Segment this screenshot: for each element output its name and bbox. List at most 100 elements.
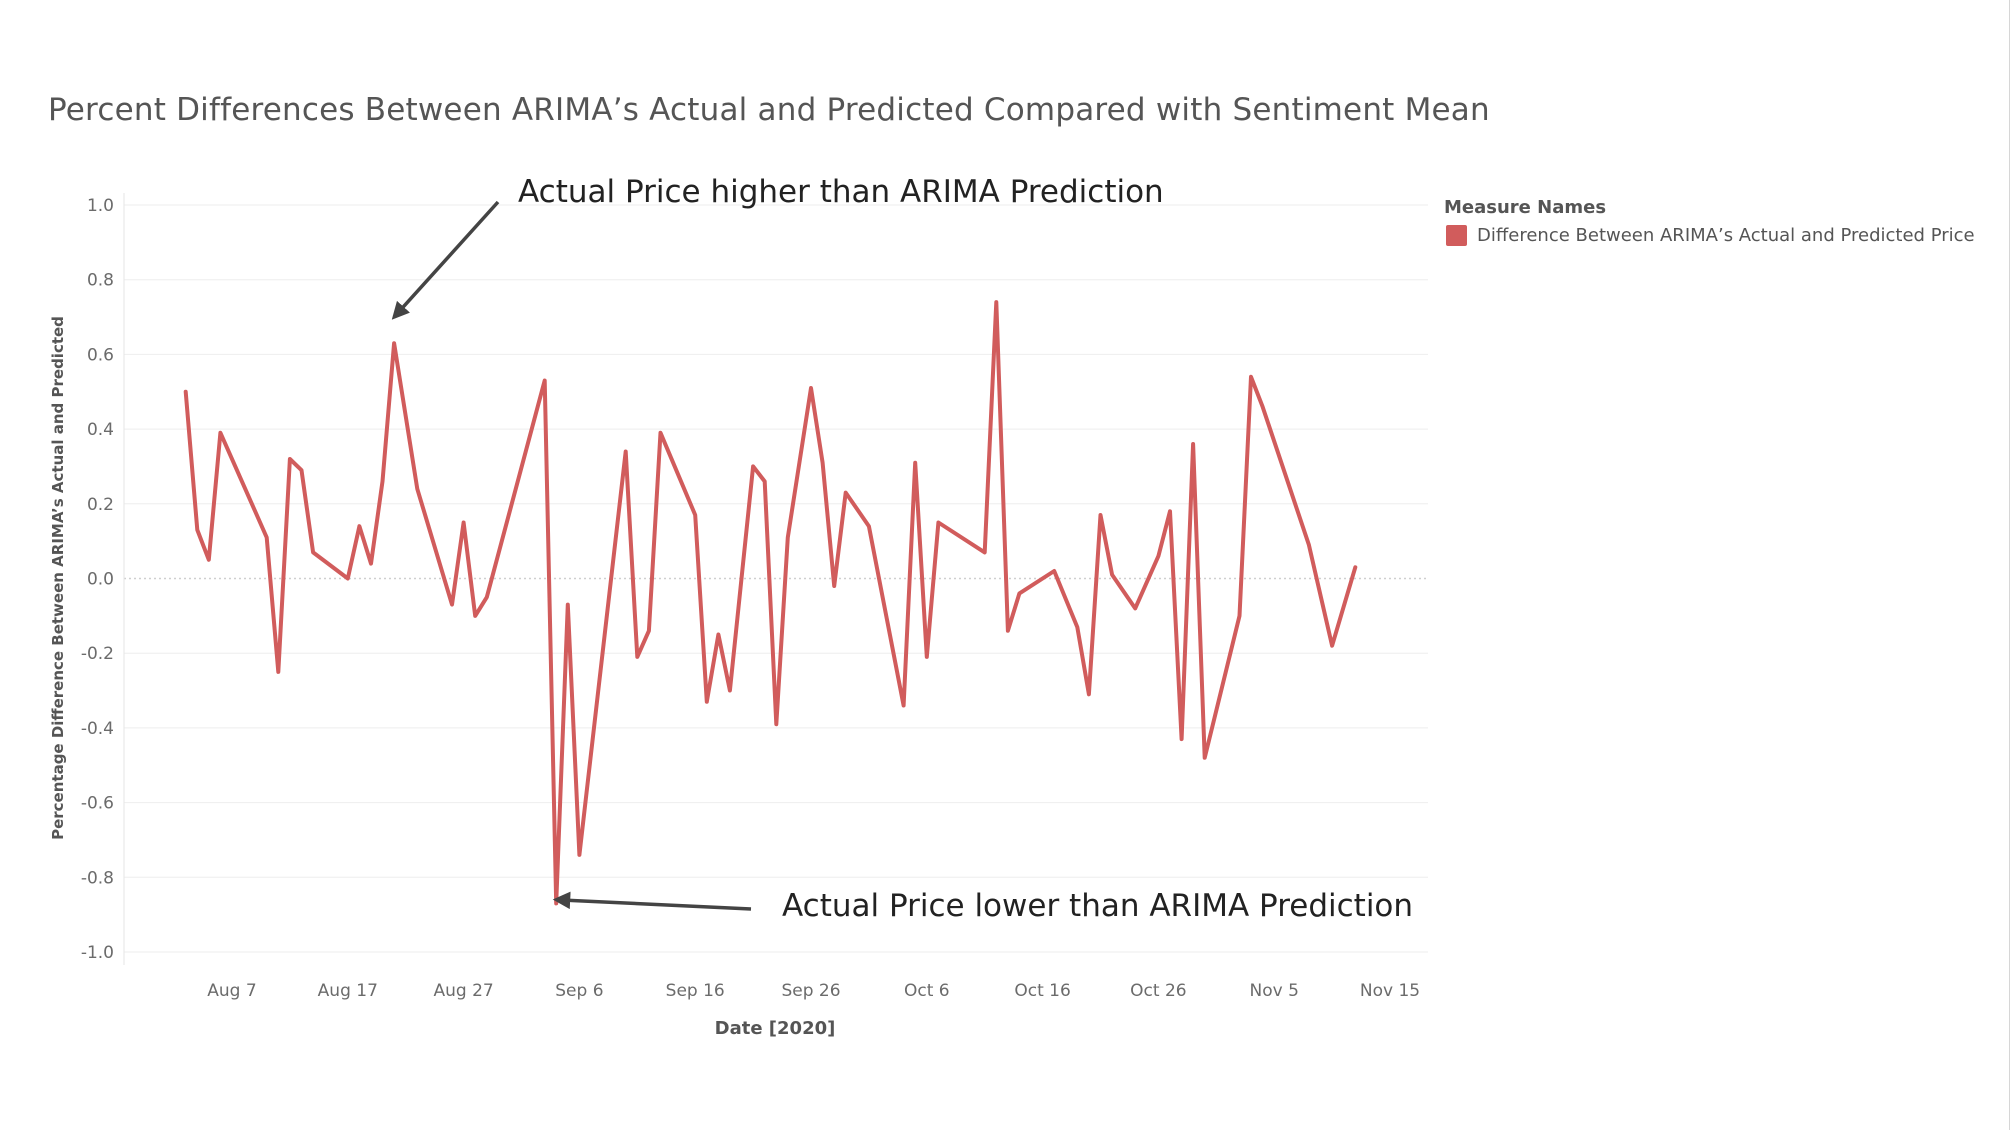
y-tick-label: -0.2	[81, 644, 114, 664]
data-point[interactable]	[991, 297, 1001, 307]
data-point[interactable]	[1130, 603, 1140, 613]
data-point[interactable]	[771, 719, 781, 729]
legend-label: Difference Between ARIMA’s Actual and Pr…	[1477, 225, 1975, 246]
data-point[interactable]	[980, 547, 990, 557]
data-point[interactable]	[783, 532, 793, 542]
x-tick-label: Sep 26	[781, 981, 840, 1001]
y-tick-label: -0.4	[81, 719, 114, 739]
y-tick-label: -1.0	[81, 943, 114, 963]
data-point[interactable]	[574, 850, 584, 860]
x-axis-ticks: Aug 7 Aug 17 Aug 27 Sep 6 Sep 16 Sep 26 Oct 6 O…	[207, 981, 1420, 1001]
data-point[interactable]	[899, 701, 909, 711]
series-line-price-difference	[183, 300, 1358, 906]
x-tick-label: Nov 5	[1249, 981, 1298, 1001]
y-tick-label: -0.8	[81, 868, 114, 888]
data-point[interactable]	[1003, 626, 1013, 636]
data-point[interactable]	[1304, 540, 1314, 550]
data-point[interactable]	[470, 611, 480, 621]
y-tick-label: -0.6	[81, 794, 114, 814]
data-point[interactable]	[748, 461, 758, 471]
data-point[interactable]	[459, 518, 469, 528]
data-point[interactable]	[690, 510, 700, 520]
data-point[interactable]	[343, 574, 353, 584]
data-point[interactable]	[910, 458, 920, 468]
x-tick-label: Oct 16	[1014, 981, 1070, 1001]
data-point[interactable]	[366, 559, 376, 569]
data-point[interactable]	[1188, 439, 1198, 449]
data-point[interactable]	[181, 387, 191, 397]
data-point[interactable]	[354, 521, 364, 531]
data-point[interactable]	[1084, 689, 1094, 699]
data-point[interactable]	[1350, 562, 1360, 572]
annotation-arrows	[391, 200, 752, 911]
y-axis-ticks: 1.0 0.8 0.6 0.4 0.2 0.0 -0.2 -0.4 -0.6 -0.8 -1.0	[81, 196, 114, 963]
data-point[interactable]	[1177, 734, 1187, 744]
x-tick-label: Aug 27	[433, 981, 493, 1001]
data-point[interactable]	[922, 652, 932, 662]
data-point[interactable]	[285, 454, 295, 464]
data-point[interactable]	[713, 630, 723, 640]
data-point[interactable]	[262, 532, 272, 542]
data-point[interactable]	[1014, 588, 1024, 598]
data-point[interactable]	[1072, 622, 1082, 632]
data-point[interactable]	[1327, 641, 1337, 651]
data-point[interactable]	[563, 600, 573, 610]
data-point[interactable]	[864, 521, 874, 531]
x-tick-label: Aug 17	[318, 981, 378, 1001]
y-tick-label: 1.0	[87, 196, 114, 216]
data-point[interactable]	[192, 525, 202, 535]
right-edge-divider	[2009, 0, 2010, 1130]
data-point[interactable]	[1153, 551, 1163, 561]
data-point[interactable]	[1246, 372, 1256, 382]
data-point[interactable]	[656, 428, 666, 438]
x-tick-label: Sep 6	[555, 981, 603, 1001]
legend-item[interactable]: Difference Between ARIMA’s Actual and Pr…	[1446, 225, 1975, 246]
chart-title: Percent Differences Between ARIMA’s Actu…	[48, 92, 1490, 128]
legend-title: Measure Names	[1444, 197, 1607, 218]
data-point[interactable]	[933, 518, 943, 528]
data-point[interactable]	[1096, 510, 1106, 520]
data-point[interactable]	[447, 600, 457, 610]
x-tick-label: Aug 7	[207, 981, 256, 1001]
y-tick-label: 0.4	[87, 420, 114, 440]
data-point[interactable]	[540, 376, 550, 386]
y-tick-label: 0.8	[87, 271, 114, 291]
data-point[interactable]	[702, 697, 712, 707]
data-point[interactable]	[1200, 753, 1210, 763]
data-point[interactable]	[841, 488, 851, 498]
x-axis-label: Date [2020]	[715, 1018, 836, 1039]
data-point[interactable]	[1235, 611, 1245, 621]
data-point[interactable]	[760, 476, 770, 486]
x-tick-label: Oct 26	[1130, 981, 1186, 1001]
x-tick-label: Oct 6	[904, 981, 950, 1001]
y-tick-label: 0.0	[87, 570, 114, 590]
data-point[interactable]	[1049, 566, 1059, 576]
arrow-lower	[552, 891, 752, 911]
data-point[interactable]	[632, 652, 642, 662]
data-point[interactable]	[204, 555, 214, 565]
data-point[interactable]	[621, 447, 631, 457]
arrow-higher	[391, 200, 500, 320]
x-tick-label: Sep 16	[666, 981, 725, 1001]
data-point[interactable]	[482, 592, 492, 602]
data-point[interactable]	[725, 686, 735, 696]
data-point[interactable]	[818, 458, 828, 468]
x-tick-label: Nov 15	[1360, 981, 1420, 1001]
data-point[interactable]	[644, 626, 654, 636]
y-axis-label: Percentage Difference Between ARIMA’s Ac…	[49, 316, 67, 840]
annotation-higher: Actual Price higher than ARIMA Predictio…	[518, 174, 1164, 210]
data-point[interactable]	[1165, 506, 1175, 516]
data-point[interactable]	[412, 484, 422, 494]
data-point[interactable]	[378, 476, 388, 486]
data-point[interactable]	[297, 465, 307, 475]
data-point[interactable]	[829, 581, 839, 591]
data-point[interactable]	[389, 338, 399, 348]
data-point[interactable]	[308, 547, 318, 557]
data-point[interactable]	[273, 667, 283, 677]
data-point[interactable]	[215, 428, 225, 438]
data-point[interactable]	[1107, 570, 1117, 580]
y-tick-label: 0.2	[87, 495, 114, 515]
data-point[interactable]	[806, 383, 816, 393]
data-point[interactable]	[1258, 402, 1268, 412]
